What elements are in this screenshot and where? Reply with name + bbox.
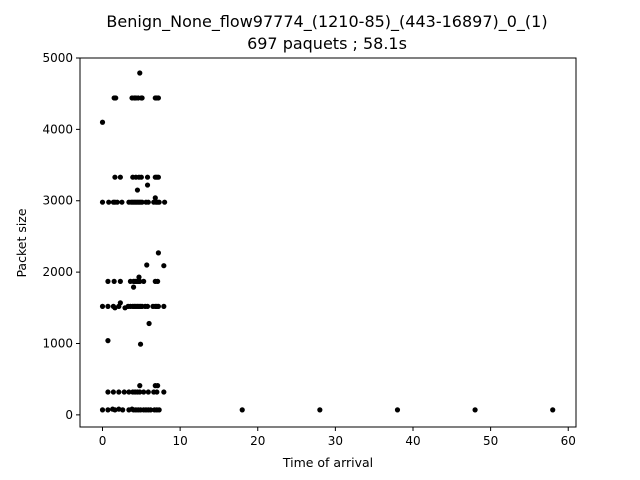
data-point — [116, 406, 122, 412]
data-point — [105, 389, 111, 395]
y-tick-label: 3000 — [42, 194, 73, 208]
x-tick-label: 30 — [328, 434, 343, 448]
data-point — [141, 389, 147, 395]
data-point — [99, 407, 106, 413]
data-point — [137, 278, 143, 284]
data-point — [156, 407, 162, 413]
data-point — [146, 320, 152, 327]
data-point — [155, 278, 161, 284]
data-point — [152, 195, 158, 201]
data-point — [155, 174, 161, 180]
data-point — [155, 95, 161, 101]
data-point — [145, 199, 151, 205]
data-point — [162, 199, 168, 205]
data-point — [121, 389, 127, 395]
plot-frame — [79, 57, 577, 428]
data-point — [110, 389, 116, 395]
data-point — [155, 303, 161, 309]
x-tick-label: 50 — [483, 434, 498, 448]
plot-area: 0 10 20 30 40 50 60 0 1000 2000 3000 4000 5000 — [42, 51, 577, 448]
data-point — [155, 250, 161, 256]
data-point — [120, 407, 126, 413]
data-point — [99, 303, 106, 309]
y-tick-label: 4000 — [42, 122, 73, 136]
data-point — [161, 303, 167, 309]
data-point — [156, 199, 162, 205]
data-point — [119, 199, 125, 205]
data-point — [138, 174, 144, 180]
data-point — [317, 407, 323, 413]
data-point — [105, 278, 111, 284]
x-axis-label: Time of arrival — [282, 455, 373, 470]
data-point — [144, 303, 151, 309]
data-point — [145, 389, 151, 395]
data-point — [105, 407, 111, 413]
data-point — [139, 199, 145, 205]
data-point — [111, 278, 117, 284]
data-point — [117, 278, 123, 284]
data-point — [106, 199, 112, 205]
data-point — [144, 174, 151, 180]
data-point — [137, 341, 144, 347]
y-axis-label: Packet size — [14, 208, 29, 277]
y-tick-label: 0 — [65, 408, 73, 422]
y-tick-label: 5000 — [42, 51, 73, 65]
x-tick-label: 60 — [561, 434, 576, 448]
data-point — [144, 182, 151, 188]
data-point — [116, 389, 122, 395]
data-point — [114, 199, 120, 205]
x-tick-label: 0 — [99, 434, 107, 448]
data-point — [117, 300, 123, 306]
data-point — [130, 284, 137, 290]
data-point — [161, 263, 167, 269]
data-point — [139, 95, 145, 101]
data-point — [126, 389, 132, 395]
data-point — [144, 262, 150, 268]
data-point — [136, 274, 142, 280]
chart-title-line1: Benign_None_flow97774_(1210-85)_(443-168… — [106, 12, 547, 32]
data-point — [105, 303, 111, 309]
data-point — [99, 119, 106, 125]
data-point — [550, 407, 556, 413]
data-point — [134, 187, 141, 193]
data-point — [137, 389, 143, 395]
data-point — [141, 278, 147, 284]
x-tick-label: 40 — [405, 434, 420, 448]
chart-title-line2: 697 paquets ; 58.1s — [247, 34, 407, 53]
data-point — [112, 407, 118, 413]
data-point — [239, 407, 245, 413]
data-point — [472, 407, 478, 413]
y-tick-label: 2000 — [42, 265, 73, 279]
data-point — [394, 407, 401, 413]
x-tick-label: 10 — [172, 434, 187, 448]
data-point — [148, 407, 154, 413]
y-tick-label: 1000 — [42, 336, 73, 350]
data-point — [155, 383, 161, 389]
data-point — [137, 383, 143, 389]
data-point — [154, 389, 160, 395]
data-point — [105, 338, 111, 344]
data-point — [113, 95, 119, 101]
data-point — [117, 174, 123, 180]
data-point — [161, 389, 167, 395]
data-point — [112, 174, 118, 180]
data-point — [99, 199, 106, 205]
data-point — [137, 70, 143, 76]
x-tick-label: 20 — [250, 434, 265, 448]
